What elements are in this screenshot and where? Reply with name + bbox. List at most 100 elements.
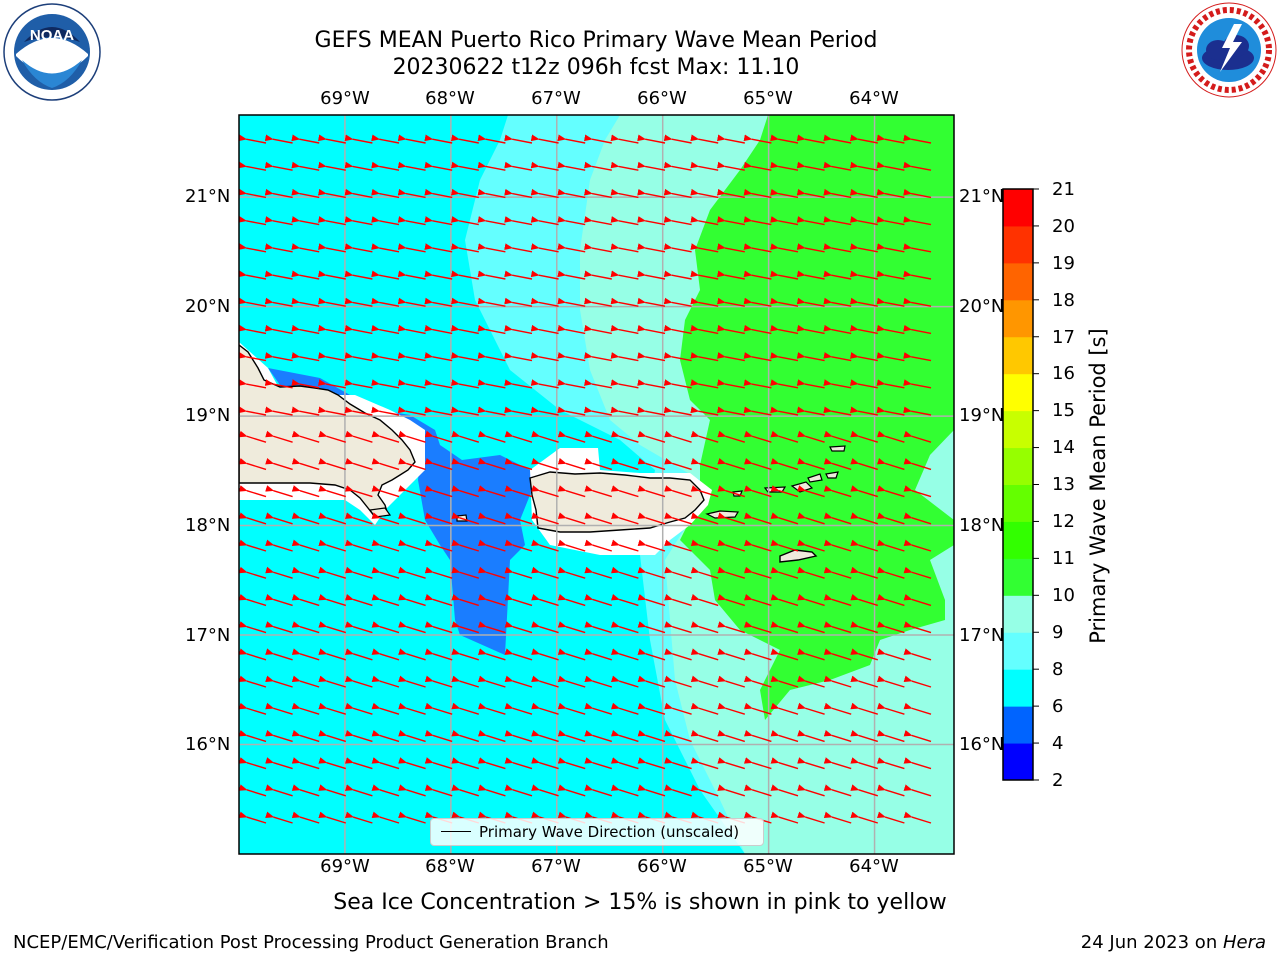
wave-arrow	[610, 216, 639, 226]
wave-arrow	[797, 621, 825, 634]
wave-arrow	[291, 458, 320, 471]
colorbar-segment	[1003, 299, 1033, 338]
wave-arrow	[531, 566, 559, 579]
wave-arrow	[317, 161, 346, 171]
wave-arrow	[504, 134, 533, 144]
wave-arrow	[317, 134, 346, 144]
wave-arrow	[637, 675, 666, 688]
wave-arrow	[371, 539, 400, 552]
wave-arrow	[637, 161, 666, 171]
wave-arrow	[291, 430, 320, 443]
wave-arrow	[637, 352, 666, 362]
wave-arrow	[291, 485, 320, 498]
wave-arrow	[716, 161, 745, 171]
wave-arrow	[717, 757, 746, 770]
wave-arrow	[823, 134, 852, 144]
wave-arrow	[450, 270, 479, 280]
wave-arrow	[291, 324, 320, 335]
wave-arrow	[239, 352, 267, 362]
wave-arrow	[265, 702, 293, 715]
gridlines	[239, 115, 954, 854]
wave-arrow	[610, 379, 639, 389]
wave-arrow	[344, 297, 373, 307]
wave-direction-arrows	[239, 134, 932, 824]
wave-arrow	[504, 730, 533, 743]
colorbar-frame	[1002, 188, 1034, 781]
wave-arrow	[797, 566, 825, 579]
wave-arrow	[318, 757, 347, 770]
wave-arrow	[716, 352, 745, 362]
wave-arrow	[770, 757, 799, 770]
wave-arrow	[264, 270, 293, 280]
wave-arrow	[823, 512, 852, 525]
wave-arrow	[451, 430, 480, 443]
wave-arrow	[770, 485, 799, 498]
wave-arrow	[743, 458, 772, 471]
colorbar-tick: 2	[1052, 770, 1064, 791]
virgin-gorda-land	[825, 471, 839, 479]
wave-arrow	[903, 757, 932, 770]
wave-arrow	[690, 757, 719, 770]
wave-arrow	[770, 406, 799, 416]
wave-arrow	[690, 458, 719, 471]
wave-arrow	[239, 757, 267, 770]
wave-arrow	[823, 648, 852, 661]
wave-arrow	[770, 297, 799, 307]
wave-arrow	[291, 702, 320, 715]
wave-arrow	[531, 702, 559, 715]
wave-arrow	[291, 648, 320, 661]
wave-arrow	[823, 811, 852, 824]
wave-arrow	[557, 757, 586, 770]
wave-arrow	[876, 458, 905, 471]
wave-arrow	[557, 161, 586, 171]
wave-arrow	[743, 539, 772, 552]
lon-label-bottom: 69°W	[320, 856, 370, 877]
wave-arrow	[424, 702, 453, 715]
wave-arrow	[451, 485, 480, 498]
wave-arrow	[716, 270, 745, 280]
wave-arrow	[291, 216, 320, 226]
wave-arrow	[823, 270, 852, 280]
wave-arrow	[317, 188, 346, 199]
wave-arrow	[477, 594, 506, 607]
wave-arrow	[531, 675, 559, 688]
wave-arrow	[291, 621, 320, 634]
wave-arrow	[637, 188, 666, 199]
wave-arrow	[530, 188, 559, 199]
wave-arrow	[690, 324, 719, 335]
wave-arrow	[823, 379, 852, 389]
map-frame	[238, 114, 955, 855]
wave-arrow	[584, 485, 613, 498]
wave-arrow	[477, 539, 506, 552]
wave-arrow	[583, 324, 612, 335]
wave-arrow	[239, 458, 267, 471]
wave-arrow	[823, 539, 852, 552]
wave-arrow	[371, 512, 400, 525]
wave-arrow	[239, 216, 267, 226]
wave-arrow	[690, 594, 719, 607]
wave-arrow	[371, 216, 400, 226]
wave-arrow	[584, 621, 613, 634]
wave-arrow	[477, 270, 506, 280]
wave-arrow	[850, 539, 879, 552]
colorbar-tick: 19	[1052, 253, 1075, 274]
wave-arrow	[584, 512, 613, 525]
wave-arrow	[664, 730, 692, 743]
colorbar-segment	[1003, 669, 1033, 707]
wave-arrow	[424, 621, 453, 634]
wave-arrow	[637, 566, 666, 579]
wave-arrow	[584, 784, 613, 797]
wave-arrow	[317, 352, 346, 362]
wave-arrow	[477, 784, 506, 797]
wave-arrow	[903, 458, 932, 471]
wave-arrow	[531, 621, 559, 634]
wave-arrow	[876, 485, 905, 498]
wave-arrow	[849, 352, 878, 362]
wave-arrow	[265, 458, 293, 471]
wave-arrow	[398, 594, 426, 607]
lon-label-bottom: 64°W	[849, 856, 899, 877]
wave-arrow	[664, 757, 692, 770]
wave-arrow	[903, 539, 932, 552]
wave-arrow	[424, 648, 453, 661]
legend: Primary Wave Direction (unscaled)	[430, 818, 764, 846]
